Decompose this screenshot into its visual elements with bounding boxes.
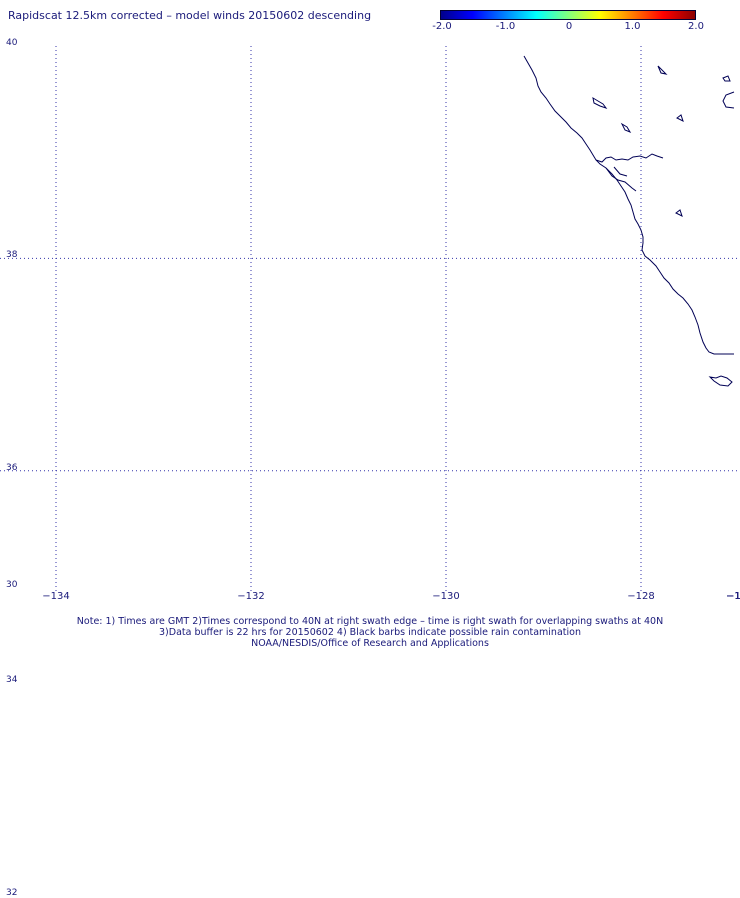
- latitude-label: 34: [6, 675, 18, 686]
- coastline: [523, 55, 735, 387]
- latitude-label: 40: [6, 38, 18, 48]
- note-line-1: Note: 1) Times are GMT 2)Times correspon…: [76, 616, 664, 627]
- lake-outline-3: [676, 114, 684, 122]
- note-line-3: NOAA/NESDIS/Office of Research and Appli…: [251, 638, 489, 649]
- colorbar-tick-label: -2.0: [432, 21, 452, 32]
- channel-islands-outline: [708, 375, 733, 387]
- sf-bay-outline: [595, 153, 664, 192]
- longitude-label: −126: [726, 591, 740, 602]
- longitude-label: −128: [627, 591, 655, 602]
- map-title: Rapidscat 12.5km corrected – model winds…: [8, 9, 372, 22]
- map-canvas: [0, 46, 740, 593]
- lake-outline-4: [675, 209, 683, 217]
- colorbar-tick-label: 0: [565, 21, 573, 32]
- longitude-label: −130: [432, 591, 460, 602]
- longitude-label: −124: [726, 591, 740, 602]
- clear-lake-outline: [592, 96, 608, 109]
- note-line-2: 3)Data buffer is 22 hrs for 20150602 4) …: [159, 627, 581, 638]
- latitude-label: 32: [6, 887, 18, 898]
- colorbar-tick-label: -1.0: [495, 21, 516, 32]
- lake-outline-2: [657, 65, 668, 75]
- latitude-label: 38: [6, 250, 18, 261]
- lake-outline-1: [620, 122, 632, 134]
- colorbar: [440, 10, 696, 20]
- colorbar-tick-label: 2.0: [688, 21, 704, 32]
- notes-block: Note: 1) Times are GMT 2)Times correspon…: [0, 616, 740, 649]
- lake-tahoe-outline: [722, 75, 731, 82]
- longitude-label: −122: [726, 591, 740, 602]
- gridlines: [0, 46, 740, 593]
- latitude-label: 36: [6, 462, 18, 473]
- colorbar-tick-label: 1.0: [624, 21, 641, 32]
- lake-outline-6: [722, 91, 735, 109]
- longitude-label: −132: [237, 591, 265, 602]
- longitude-label: −134: [42, 591, 70, 602]
- california-coastline: [523, 55, 734, 355]
- latitude-label: 30: [6, 580, 18, 590]
- longitude-label: −120: [726, 591, 740, 602]
